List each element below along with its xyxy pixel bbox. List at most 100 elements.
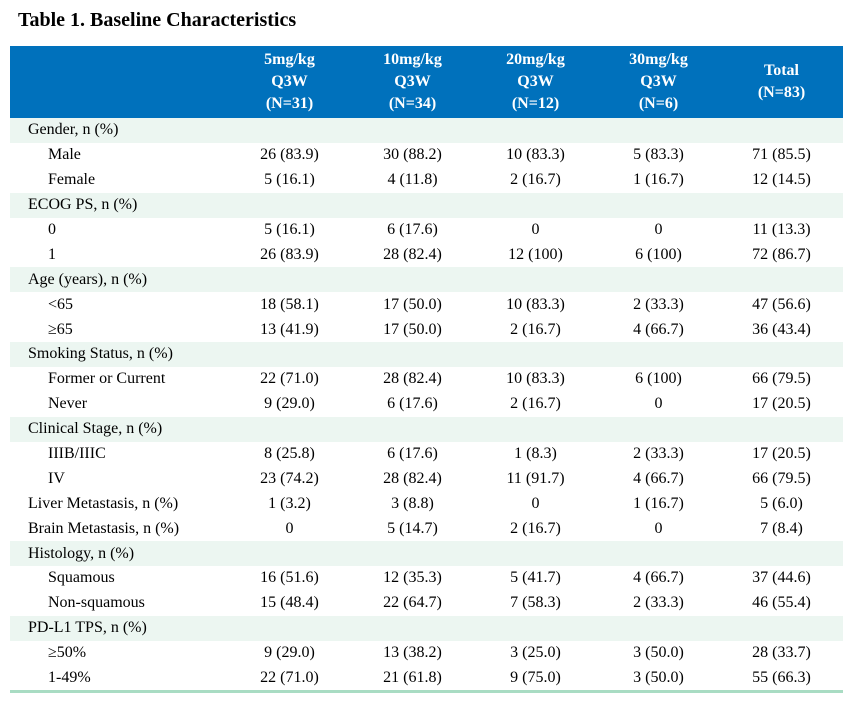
cell-value xyxy=(228,267,351,293)
cell-value xyxy=(720,192,843,218)
row-label: ≥50% xyxy=(48,644,87,662)
cell-value: 13 (41.9) xyxy=(260,320,319,338)
cell-value: 22 (71.0) xyxy=(260,669,319,687)
cell-value: 8 (25.8) xyxy=(264,445,315,463)
cell-value: 11 (13.3) xyxy=(752,221,811,238)
cell-value xyxy=(474,615,597,641)
cell-value: 4 (66.7) xyxy=(633,320,684,338)
column-header: 30mg/kg Q3W (N=6) xyxy=(597,46,720,118)
cell-value xyxy=(597,342,720,367)
table-row: Former or Current 22 (71.0) 28 (82.4) 10 (8… xyxy=(10,367,843,392)
cell-value: 37 (44.6) xyxy=(752,569,811,587)
cell-value xyxy=(351,267,474,293)
cell-value xyxy=(474,118,597,143)
cell-value xyxy=(474,541,597,567)
row-label: Brain Metastasis, n (%) xyxy=(28,519,180,537)
cell-value xyxy=(597,416,720,442)
column-header: Total (N=83) xyxy=(720,46,843,118)
row-label: Smoking Status, n (%) xyxy=(10,342,228,367)
cell-value xyxy=(597,118,720,143)
cell-value: 36 (43.4) xyxy=(752,320,811,338)
category-row: Age (years), n (%) xyxy=(10,267,843,293)
row-label: Clinical Stage, n (%) xyxy=(10,416,228,442)
cell-value: 5 (14.7) xyxy=(387,519,438,537)
row-label: IV xyxy=(48,469,65,487)
baseline-characteristics-table: 5mg/kg Q3W (N=31) 10mg/kg Q3W (N=34) 20mg/kg Q3… xyxy=(10,46,843,694)
cell-value: 66 (79.5) xyxy=(752,370,811,388)
row-label: Liver Metastasis, n (%) xyxy=(28,494,179,512)
cell-value: 6 (100) xyxy=(635,370,682,388)
cell-value: 2 (16.7) xyxy=(510,320,561,338)
row-label: Non-squamous xyxy=(48,594,145,612)
cell-value: 26 (83.9) xyxy=(260,245,319,263)
table-row: Never 9 (29.0) 6 (17.6) 2 (16.7) 0 17 (20.5) xyxy=(10,392,843,417)
cell-value xyxy=(351,541,474,567)
cell-value: 7 (58.3) xyxy=(510,594,561,612)
table-row: IIIB/IIIC 8 (25.8) 6 (17.6) 1 (8.3) 2 (33.3)… xyxy=(10,442,843,467)
column-header: 5mg/kg Q3W (N=31) xyxy=(228,46,351,118)
cell-value xyxy=(351,342,474,367)
row-label: Former or Current xyxy=(48,370,166,388)
cell-value: 9 (75.0) xyxy=(510,669,561,687)
cell-value: 55 (66.3) xyxy=(752,669,811,687)
cell-value: 3 (8.8) xyxy=(391,494,434,512)
cell-value: 28 (82.4) xyxy=(383,469,442,487)
row-label: Histology, n (%) xyxy=(10,541,228,567)
table-row: ≥50% 9 (29.0) 13 (38.2) 3 (25.0) 3 (50.0) 28 … xyxy=(10,641,843,666)
cell-value: 6 (100) xyxy=(635,245,682,263)
cell-value xyxy=(228,541,351,567)
cell-value: 47 (56.6) xyxy=(752,295,811,313)
cell-value: 71 (85.5) xyxy=(752,146,811,164)
row-label: 1-49% xyxy=(48,669,91,687)
cell-value: 22 (71.0) xyxy=(260,370,319,388)
cell-value: 28 (82.4) xyxy=(383,245,442,263)
table-row: Liver Metastasis, n (%) 1 (3.2) 3 (8.8) 0 1 … xyxy=(10,491,843,516)
cell-value xyxy=(720,416,843,442)
category-row: ECOG PS, n (%) xyxy=(10,192,843,218)
cell-value xyxy=(351,615,474,641)
cell-value: 17 (50.0) xyxy=(383,295,442,313)
cell-value: 5 (83.3) xyxy=(633,146,684,164)
table-row: IV 23 (74.2) 28 (82.4) 11 (91.7) 4 (66.7) 66 … xyxy=(10,466,843,491)
row-label: Age (years), n (%) xyxy=(10,267,228,293)
row-label: ≥65 xyxy=(48,320,73,338)
cell-value: 66 (79.5) xyxy=(752,469,811,487)
cell-value xyxy=(720,267,843,293)
row-label: Female xyxy=(48,171,96,189)
table-row: <65 18 (58.1) 17 (50.0) 10 (83.3) 2 (33.3) 47… xyxy=(10,292,843,317)
cell-value xyxy=(720,615,843,641)
table-row: Non-squamous 15 (48.4) 22 (64.7) 7 (58.3) 2 … xyxy=(10,591,843,616)
cell-value: 2 (16.7) xyxy=(510,171,561,189)
cell-value xyxy=(597,267,720,293)
cell-value: 2 (16.7) xyxy=(510,519,561,537)
cell-value: 9 (29.0) xyxy=(264,644,315,662)
row-label: 0 xyxy=(48,221,56,238)
cell-value: 10 (83.3) xyxy=(506,370,565,388)
cell-value: 12 (100) xyxy=(508,245,563,263)
cell-value: 5 (6.0) xyxy=(760,494,803,512)
cell-value: 6 (17.6) xyxy=(387,221,438,238)
table-body: Gender, n (%) Male 26 (83.9) 30 (88.2) 10 (8… xyxy=(10,118,843,692)
cell-value: 3 (50.0) xyxy=(633,669,684,687)
cell-value: 0 xyxy=(531,221,540,238)
cell-value: 17 (20.5) xyxy=(752,445,811,463)
category-row: Histology, n (%) xyxy=(10,541,843,567)
cell-value: 0 xyxy=(285,519,294,537)
row-label: IIIB/IIIC xyxy=(48,445,106,463)
cell-value: 0 xyxy=(654,395,663,413)
cell-value xyxy=(597,615,720,641)
cell-value xyxy=(228,615,351,641)
category-row: Gender, n (%) xyxy=(10,118,843,143)
cell-value: 5 (16.1) xyxy=(264,221,315,238)
cell-value: 3 (50.0) xyxy=(633,644,684,662)
cell-value xyxy=(474,342,597,367)
cell-value: 11 (91.7) xyxy=(506,469,565,487)
cell-value xyxy=(474,416,597,442)
cell-value: 5 (41.7) xyxy=(510,569,561,587)
cell-value xyxy=(474,192,597,218)
category-row: PD-L1 TPS, n (%) xyxy=(10,615,843,641)
header-empty-cell xyxy=(10,46,228,118)
cell-value: 21 (61.8) xyxy=(383,669,442,687)
cell-value: 2 (33.3) xyxy=(633,295,684,313)
